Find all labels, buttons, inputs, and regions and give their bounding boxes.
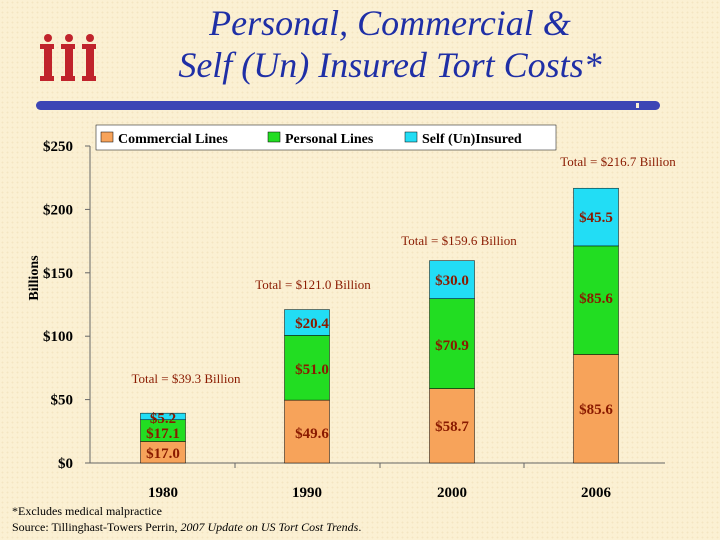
data-label: $45.5 [579, 210, 613, 226]
source-suffix: . [358, 520, 362, 534]
footnote-exclusion: *Excludes medical malpractice [12, 504, 162, 518]
x-tick-label: 1980 [148, 485, 178, 501]
y-tick-label: $250 [43, 139, 73, 155]
data-label: $20.4 [295, 316, 329, 332]
y-tick-label: $150 [43, 266, 73, 282]
stacked-bar-chart: $0 $50 $100 $150 $200 $250 Billions 1980 1990 200… [27, 124, 677, 501]
source-prefix: Source: Tillinghast-Towers Perrin, [12, 520, 181, 534]
bar-segment [284, 335, 330, 401]
data-label: $49.6 [295, 426, 329, 442]
data-label: $58.7 [435, 419, 469, 435]
y-tick-label: $0 [58, 456, 73, 472]
source-title: 2007 Update on US Tort Cost Trends [180, 520, 359, 534]
y-tick-label: $100 [43, 329, 73, 345]
bar-segment [140, 412, 186, 421]
chart-axes: $0 $50 $100 $150 $200 $250 Billions 1980 1990 200… [27, 139, 665, 501]
chart-labels: $17.0 $17.1$5.2 $49.6 $51.0 $20.4 $58.7 $70.9 $… [132, 154, 677, 462]
data-label: $17.0 [146, 446, 180, 462]
data-label: $70.9 [435, 338, 469, 354]
total-annotation: Total = $39.3 Billion [132, 371, 241, 386]
data-label: $85.6 [579, 291, 613, 307]
bar-segment [284, 309, 330, 336]
legend-swatch [100, 131, 114, 143]
legend-label: Personal Lines [285, 132, 374, 147]
title-divider [36, 101, 660, 110]
bar-segment [429, 388, 475, 464]
x-tick-label: 1990 [292, 485, 322, 501]
y-axis-label: Billions [27, 255, 42, 301]
data-label: $30.0 [435, 273, 469, 289]
y-tick-label: $50 [51, 393, 74, 409]
legend-swatch [404, 131, 418, 143]
bar-segment [573, 354, 619, 464]
legend-box [95, 124, 557, 151]
title-line-1: Personal, Commercial & [209, 3, 571, 43]
x-tick-label: 2000 [437, 485, 467, 501]
bar-segment [284, 399, 330, 464]
y-tick-label: $200 [43, 202, 73, 218]
title-divider-notch [636, 103, 639, 108]
iii-logo-icon [40, 34, 96, 81]
footnote-source: Source: Tillinghast-Towers Perrin, 2007 … [12, 520, 361, 535]
chart-bars [140, 187, 619, 464]
bar-segment [429, 260, 475, 299]
chart-legend: Commercial Lines Personal Lines Self (Un)I… [95, 124, 557, 151]
data-label: $17.1 [146, 426, 180, 442]
total-annotation: Total = $121.0 Billion [255, 277, 371, 292]
legend-swatch [267, 131, 281, 143]
bar-segment [429, 298, 475, 389]
x-tick-label: 2006 [581, 485, 612, 501]
data-label: $51.0 [295, 362, 329, 378]
bar-segment [573, 187, 619, 247]
total-annotation: Total = $216.7 Billion [560, 154, 676, 169]
legend-label: Commercial Lines [118, 132, 228, 147]
total-annotation: Total = $159.6 Billion [401, 233, 517, 248]
title-line-2: Self (Un) Insured Tort Costs* [178, 45, 602, 85]
slide-title: Personal, Commercial & Self (Un) Insured… [100, 2, 680, 86]
data-label: $5.2 [150, 411, 176, 427]
legend-label: Self (Un)Insured [422, 132, 522, 147]
bar-segment [573, 245, 619, 355]
data-label: $85.6 [579, 402, 613, 418]
